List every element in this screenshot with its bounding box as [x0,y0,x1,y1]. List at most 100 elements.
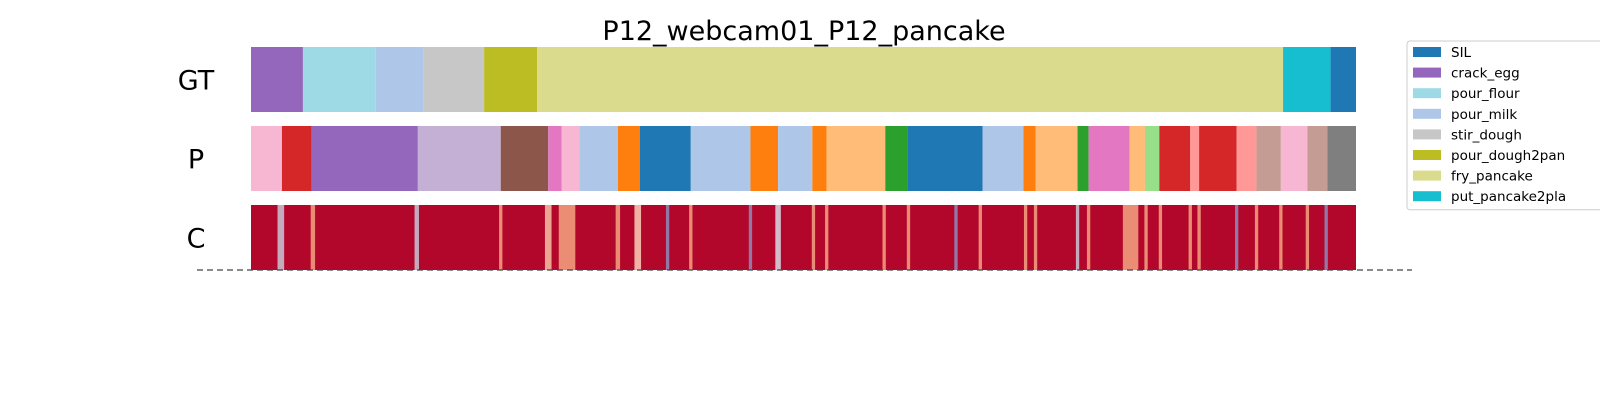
segment-p-5 [548,126,562,191]
legend-swatch [1413,88,1441,99]
segment-p-8 [617,126,640,191]
segment-p-22 [1129,126,1145,191]
segment-p-27 [1236,126,1257,191]
confidence-mark-31 [1324,205,1328,270]
chart-title: P12_webcam01_P12_pancake [602,16,1005,47]
segment-p-4 [500,126,549,191]
segment-p-28 [1256,126,1281,191]
confidence-mark-3 [499,205,503,270]
legend-label: pour_flour [1451,86,1520,102]
confidence-mark-8 [665,205,670,270]
confidence-mark-28 [1254,205,1259,270]
segment-gt-5 [537,47,1284,112]
confidence-mark-19 [1033,205,1038,270]
segment-gt-0 [251,47,303,112]
confidence-mark-12 [811,205,816,270]
legend-swatch [1413,191,1441,202]
segment-p-1 [281,126,312,191]
confidence-mark-15 [906,205,911,270]
segment-p-19 [1035,126,1078,191]
confidence-mark-13 [825,205,829,270]
confidence-mark-29 [1279,205,1283,270]
confidence-mark-18 [1023,205,1028,270]
chart-rows: GT P C [178,47,1356,270]
confidence-mark-4 [544,205,552,270]
segment-p-9 [639,126,691,191]
legend-swatch [1413,170,1441,181]
segment-p-2 [311,126,418,191]
segment-p-13 [812,126,827,191]
segment-gt-1 [302,47,376,112]
segment-p-10 [690,126,751,191]
segment-p-24 [1159,126,1191,191]
segment-p-15 [885,126,908,191]
segment-p-12 [778,126,813,191]
segment-p-26 [1199,126,1237,191]
confidence-mark-21 [1086,205,1091,270]
legend-label: pour_milk [1451,107,1517,123]
row-c: C [187,205,1356,270]
confidence-mark-20 [1075,205,1080,270]
confidence-mark-25 [1188,205,1192,270]
legend-label: SIL [1451,45,1472,61]
row-label: C [187,224,206,255]
row-label: P [188,145,204,176]
legend-label: pour_dough2pan [1451,148,1565,164]
row-gt: GT [178,47,1356,112]
confidence-mark-2 [414,205,419,270]
legend: SIL crack_egg pour_flour pour_milk stir_doug… [1406,40,1600,211]
segment-p-3 [417,126,501,191]
confidence-mark-9 [689,205,693,270]
confidence-mark-30 [1305,205,1310,270]
segment-p-29 [1280,126,1308,191]
legend-swatch [1413,129,1441,140]
confidence-mark-14 [882,205,886,270]
segment-p-14 [826,126,886,191]
segment-p-18 [1023,126,1036,191]
segment-p-23 [1144,126,1160,191]
confidence-mark-26 [1197,205,1201,270]
segment-gt-7 [1330,47,1356,112]
segment-gt-4 [484,47,538,112]
segment-p-25 [1190,126,1200,191]
legend-frame [1406,40,1600,211]
confidence-mark-27 [1235,205,1239,270]
segment-p-0 [251,126,282,191]
legend-label: put_pancake2pla [1451,189,1566,205]
segment-gt-2 [375,47,424,112]
segment-p-21 [1088,126,1130,191]
legend-label: crack_egg [1451,66,1520,82]
confidence-mark-23 [1144,205,1148,270]
legend-swatch [1413,150,1441,160]
segment-p-17 [982,126,1024,191]
segment-p-20 [1077,126,1089,191]
confidence-mark-17 [978,205,982,270]
row-label: GT [178,66,215,97]
segment-gt-6 [1283,47,1331,112]
confidence-mark-24 [1158,205,1163,270]
confidence-mark-22 [1122,205,1139,270]
segment-p-11 [750,126,779,191]
confidence-mark-11 [775,205,781,270]
confidence-mark-6 [615,205,621,270]
segment-gt-3 [423,47,485,112]
legend-swatch [1413,67,1441,78]
confidence-mark-7 [634,205,642,270]
confidence-mark-16 [954,205,958,270]
segment-p-16 [907,126,983,191]
segment-p-7 [579,126,618,191]
confidence-mark-5 [558,205,576,270]
confidence-mark-0 [277,205,285,270]
legend-swatch [1413,108,1441,119]
legend-label: stir_dough [1451,127,1522,143]
legend-swatch [1413,47,1441,57]
segment-p-31 [1327,126,1356,191]
segment-p-6 [561,126,580,191]
row-p: P [188,126,1356,191]
segment-p-30 [1307,126,1328,191]
confidence-band [251,205,1356,270]
confidence-mark-10 [748,205,753,270]
confidence-mark-1 [310,205,316,270]
legend-label: fry_pancake [1451,169,1533,185]
